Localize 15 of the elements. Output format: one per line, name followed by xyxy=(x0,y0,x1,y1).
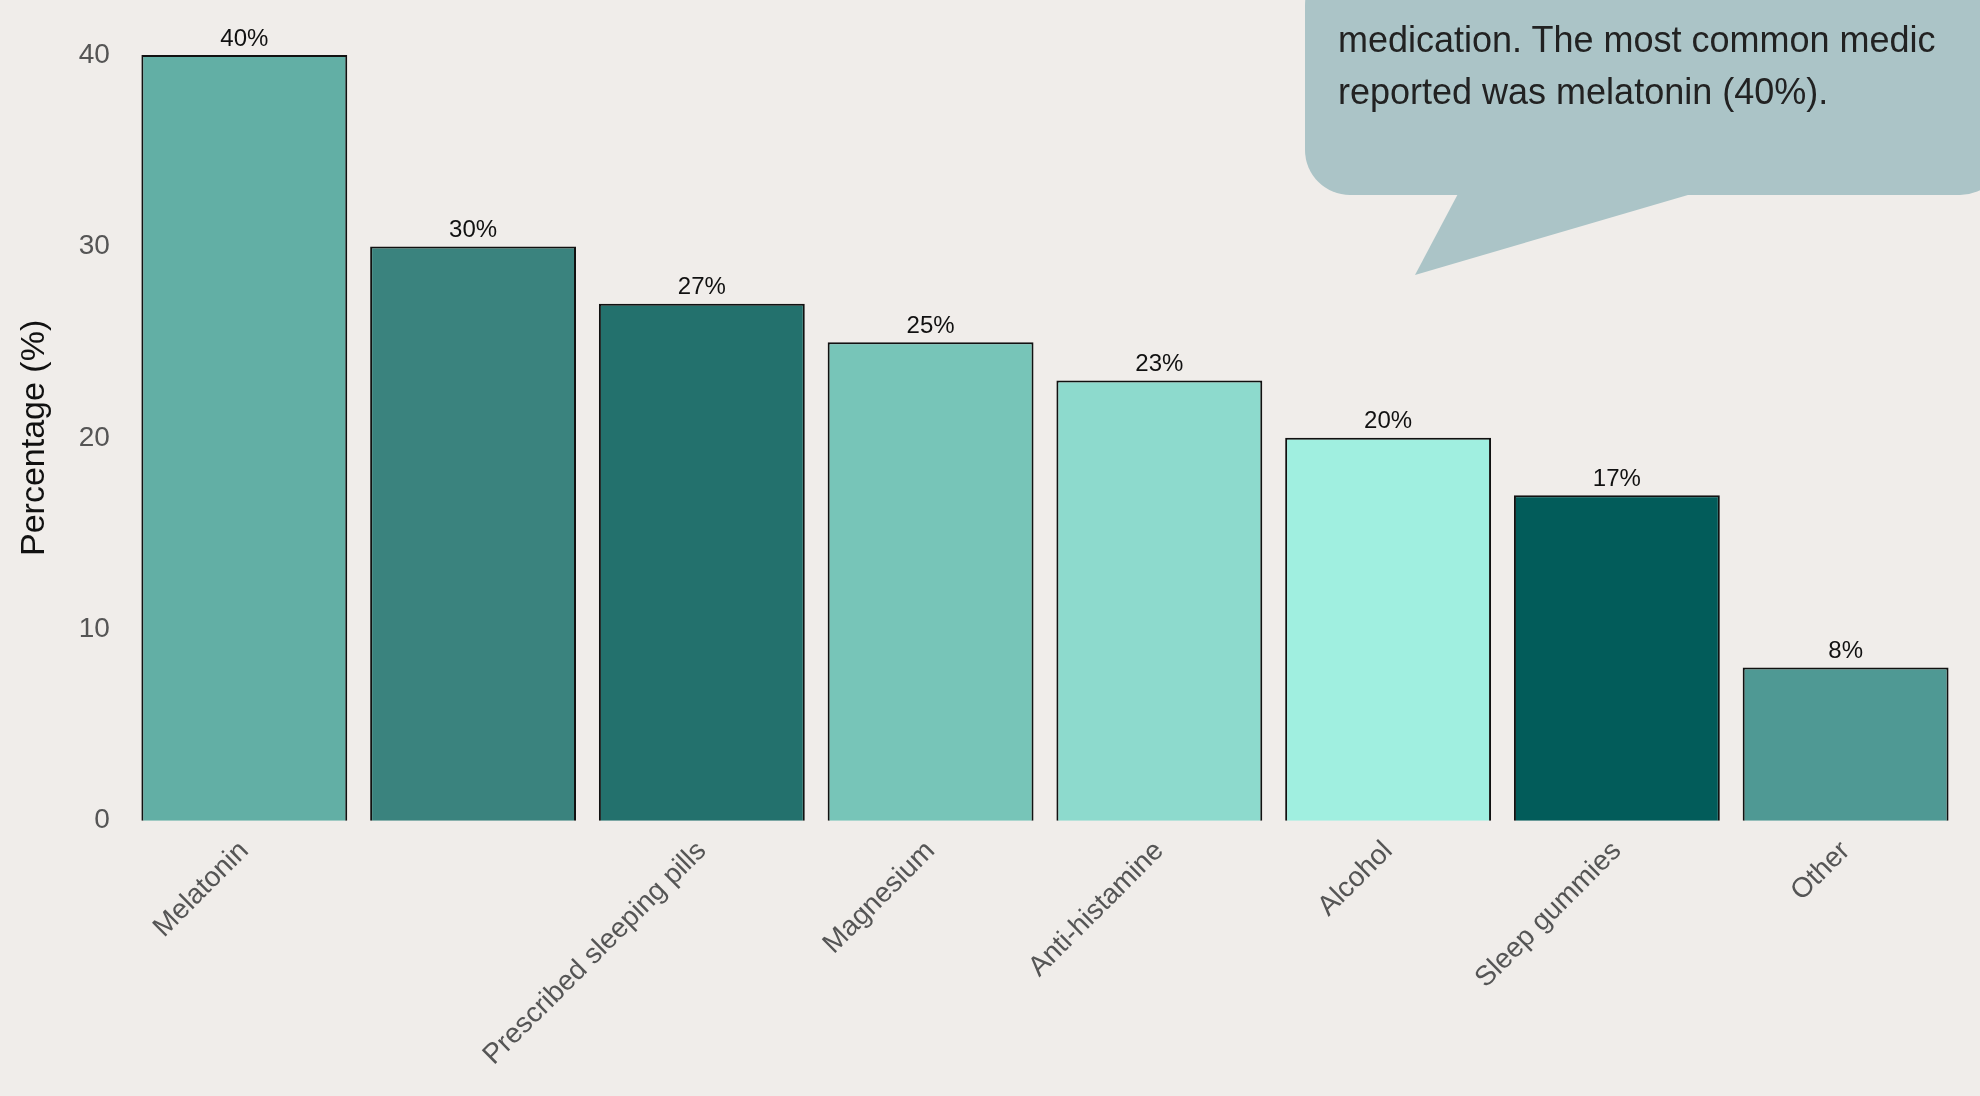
y-tick-label: 40 xyxy=(78,37,110,69)
y-axis-title: Percentage (%) xyxy=(12,319,51,556)
annotation: medication. The most common medic reported was melatonin (40%). xyxy=(1338,18,1936,114)
y-tick-label: 20 xyxy=(78,420,110,452)
data-label: 30% xyxy=(449,215,498,243)
data-label: 23% xyxy=(1135,349,1184,377)
data-label: 17% xyxy=(1592,463,1641,491)
data-label: 27% xyxy=(677,272,726,300)
data-label: 40% xyxy=(220,23,269,51)
y-tick-label: 10 xyxy=(78,612,110,644)
data-label: 20% xyxy=(1364,406,1413,434)
data-label: 8% xyxy=(1828,636,1863,664)
y-tick-label: 0 xyxy=(94,803,110,835)
data-label: 25% xyxy=(906,310,955,338)
y-tick-label: 30 xyxy=(78,229,110,261)
